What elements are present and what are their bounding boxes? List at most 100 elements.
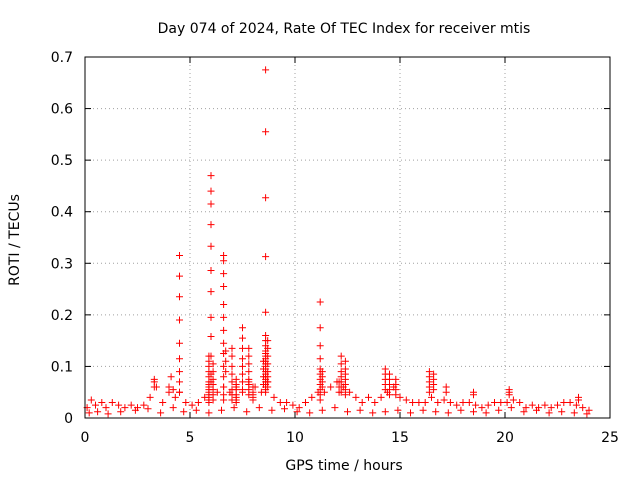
data-point [207, 288, 215, 296]
data-point [268, 406, 276, 414]
data-point [507, 404, 515, 412]
data-point [316, 324, 324, 332]
data-point [176, 252, 183, 260]
data-point [293, 408, 301, 416]
x-tick-label: 10 [286, 430, 304, 446]
data-point [407, 409, 414, 417]
data-point [264, 383, 272, 391]
data-point [169, 404, 177, 412]
data-point [470, 391, 477, 399]
data-point [245, 344, 253, 352]
data-point [180, 408, 188, 416]
data-point [421, 399, 429, 407]
data-point [579, 404, 587, 412]
data-point [262, 388, 270, 396]
data-point [396, 393, 404, 401]
data-point [335, 388, 343, 396]
y-tick-label: 0.2 [51, 308, 73, 324]
data-point [352, 393, 360, 401]
data-point [522, 404, 530, 412]
data-point [558, 408, 566, 416]
data-point [207, 333, 215, 341]
data-point [140, 401, 148, 409]
data-point [167, 373, 175, 381]
data-point [218, 406, 225, 414]
data-point [207, 242, 215, 250]
data-point [386, 391, 393, 399]
data-point [243, 408, 251, 416]
data-point [98, 399, 106, 407]
data-point [547, 404, 555, 412]
y-axis-ticks: 0 0.1 0.2 0.3 0.4 0.5 0.6 0.7 [51, 50, 610, 427]
data-point [144, 405, 152, 413]
y-tick-label: 0.6 [51, 102, 73, 118]
data-point [146, 393, 154, 401]
data-point [207, 352, 215, 360]
data-point [188, 401, 196, 409]
x-tick-label: 25 [601, 430, 619, 446]
data-point [402, 396, 410, 404]
data-point [207, 187, 215, 195]
data-point [220, 270, 228, 278]
data-point [176, 316, 183, 324]
data-point [262, 128, 270, 136]
data-point [176, 355, 183, 363]
data-point [205, 399, 213, 407]
data-point [176, 368, 183, 376]
data-point [316, 396, 324, 404]
data-point [194, 399, 202, 407]
data-point [446, 399, 454, 407]
data-point [337, 352, 345, 360]
data-point [472, 401, 480, 409]
data-point [260, 357, 267, 365]
data-point [316, 355, 324, 363]
data-points [83, 66, 593, 418]
data-point [117, 408, 125, 416]
data-point [465, 399, 473, 407]
data-point [220, 396, 228, 404]
data-point [207, 221, 215, 229]
data-point [207, 313, 215, 321]
x-tick-label: 0 [81, 430, 90, 446]
data-point [365, 393, 372, 401]
data-point [239, 370, 246, 378]
data-point [281, 405, 288, 413]
data-point [222, 347, 230, 355]
y-axis-label: ROTI / TECUs [7, 194, 23, 286]
data-point [394, 406, 402, 414]
data-point [222, 357, 230, 365]
data-point [377, 393, 385, 401]
data-point [262, 308, 270, 316]
data-point [176, 378, 183, 386]
data-point [192, 406, 200, 414]
data-point [245, 368, 253, 376]
data-point [341, 357, 349, 365]
data-point [505, 391, 513, 399]
data-point [545, 409, 553, 417]
data-point [220, 383, 228, 391]
data-point [228, 362, 236, 370]
data-point [150, 375, 158, 383]
data-point [482, 409, 490, 417]
x-tick-label: 5 [186, 430, 195, 446]
data-point [264, 337, 272, 345]
data-point [264, 352, 272, 360]
data-point [533, 406, 540, 414]
data-point [264, 344, 272, 352]
data-point [239, 344, 246, 352]
data-point [495, 406, 503, 414]
data-point [171, 393, 179, 401]
data-point [503, 399, 511, 407]
data-point [220, 257, 228, 265]
data-point [392, 391, 400, 399]
data-point [165, 383, 173, 391]
data-point [264, 360, 272, 368]
data-point [320, 388, 328, 396]
data-point [255, 404, 263, 412]
data-point [127, 401, 135, 409]
data-point [249, 396, 257, 404]
data-point [432, 408, 440, 416]
data-point [283, 399, 291, 407]
data-point [440, 396, 448, 404]
